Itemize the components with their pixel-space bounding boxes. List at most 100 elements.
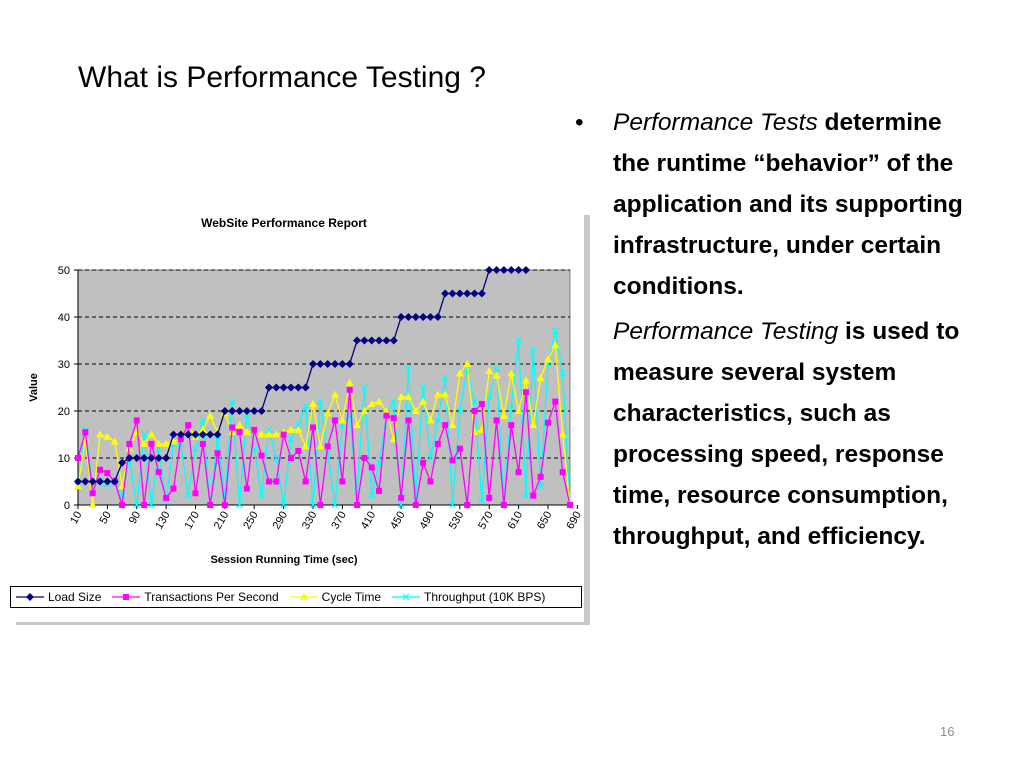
data-point	[279, 383, 288, 392]
x-tick-label: 250	[241, 510, 261, 532]
data-point	[492, 266, 501, 274]
data-point	[493, 417, 500, 424]
data-point	[323, 409, 332, 417]
data-point	[345, 378, 354, 386]
data-point	[530, 492, 537, 499]
data-point	[235, 421, 244, 429]
data-point	[207, 502, 214, 508]
data-point	[493, 365, 500, 373]
data-point	[133, 417, 140, 424]
marker-stroke	[529, 346, 537, 354]
data-point	[368, 464, 375, 471]
data-point	[316, 442, 325, 450]
data-point	[324, 449, 332, 457]
x-tick-label: 290	[271, 510, 291, 532]
data-point	[368, 492, 376, 500]
data-point	[448, 421, 457, 429]
data-point	[332, 417, 339, 424]
data-point	[104, 470, 111, 477]
data-point	[140, 454, 149, 462]
data-point	[308, 360, 317, 368]
marker-stroke	[287, 435, 295, 443]
marker-stroke	[507, 402, 515, 410]
data-point	[455, 369, 464, 377]
data-point	[567, 502, 573, 508]
data-point	[280, 431, 287, 438]
data-point	[258, 492, 266, 500]
marker-stroke	[294, 421, 302, 429]
marker-stroke	[309, 501, 317, 509]
data-point	[427, 454, 434, 462]
data-point	[353, 421, 362, 429]
data-point	[485, 367, 494, 375]
data-point	[544, 419, 551, 426]
data-point	[220, 407, 229, 415]
data-point	[456, 407, 464, 415]
data-point	[125, 454, 134, 462]
legend-label: Throughput (10K BPS)	[424, 590, 546, 604]
data-point	[397, 392, 406, 400]
data-point	[397, 501, 405, 509]
data-point	[74, 477, 82, 486]
data-point	[265, 426, 273, 434]
legend-swatch	[392, 593, 421, 601]
data-point	[308, 399, 317, 407]
x-tick-label: 10	[68, 510, 85, 527]
data-point	[236, 501, 243, 509]
data-point	[221, 502, 228, 508]
data-point	[140, 439, 149, 447]
legend-item: Throughput (10K BPS)	[391, 590, 545, 604]
data-point	[294, 421, 302, 429]
data-point	[147, 454, 156, 462]
data-point	[213, 430, 222, 439]
data-point	[559, 469, 566, 476]
data-point	[360, 336, 369, 345]
data-point	[177, 436, 184, 443]
data-point	[163, 494, 170, 501]
marker-stroke	[522, 492, 530, 500]
marker-stroke	[368, 492, 376, 500]
legend-label: Cycle Time	[321, 590, 382, 604]
y-tick-label: 10	[58, 453, 70, 465]
plot-area	[77, 269, 571, 506]
data-point	[492, 371, 501, 379]
data-point	[140, 431, 148, 438]
slide-title: What is Performance Testing ?	[78, 61, 486, 94]
data-point	[155, 469, 162, 476]
data-point	[97, 466, 104, 473]
bullet-paragraph: Performance Tests determine the runtime …	[613, 102, 975, 307]
data-point	[133, 501, 141, 509]
data-point	[471, 408, 478, 414]
data-point	[536, 374, 545, 382]
data-point	[229, 424, 236, 431]
data-point	[522, 389, 529, 396]
data-point	[75, 455, 81, 461]
data-point	[419, 397, 428, 405]
bullet-text-area: • Performance Tests determine the runtim…	[575, 102, 975, 557]
data-point	[470, 289, 479, 298]
marker-stroke	[434, 416, 442, 424]
data-point	[309, 501, 317, 509]
data-point	[464, 502, 471, 508]
data-point	[119, 502, 126, 508]
data-point	[96, 430, 105, 438]
data-point	[169, 430, 178, 439]
marker-stroke	[280, 501, 288, 509]
data-point	[522, 492, 530, 500]
marker-stroke	[184, 492, 192, 500]
data-point	[118, 458, 127, 467]
data-point	[331, 501, 339, 509]
data-point	[376, 487, 383, 494]
data-point	[529, 346, 537, 354]
data-point	[338, 360, 347, 368]
data-point	[500, 502, 507, 508]
data-point	[515, 469, 522, 476]
data-point	[508, 422, 515, 429]
data-point	[176, 430, 185, 439]
legend-item: Cycle Time	[289, 590, 381, 604]
data-point	[478, 400, 485, 407]
data-point	[242, 428, 251, 436]
marker-stroke	[236, 501, 243, 509]
data-point	[162, 454, 171, 462]
data-point	[449, 501, 456, 509]
